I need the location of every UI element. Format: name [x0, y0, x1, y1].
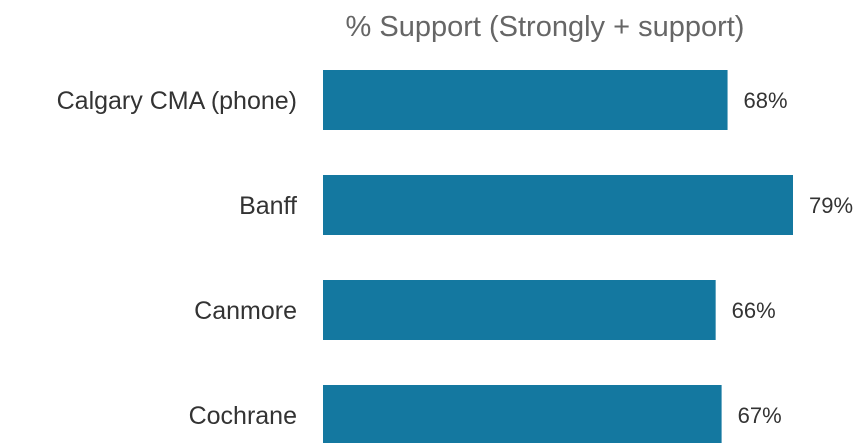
category-label-0: Calgary CMA (phone)	[57, 87, 297, 115]
category-label-1: Banff	[239, 192, 297, 220]
bar-2	[323, 280, 716, 340]
bar-1	[323, 175, 793, 235]
category-label-3: Cochrane	[189, 402, 297, 430]
value-label-3: 67%	[738, 403, 782, 428]
value-label-0: 68%	[744, 88, 788, 113]
value-label-1: 79%	[809, 193, 853, 218]
bars-group: Calgary CMA (phone) 68% Banff 79% Canmore 66%…	[57, 70, 853, 443]
chart-title: % Support (Strongly + support)	[346, 11, 745, 43]
category-label-2: Canmore	[194, 297, 297, 325]
bar-0	[323, 70, 728, 130]
bar-3	[323, 385, 722, 443]
value-label-2: 66%	[732, 298, 776, 323]
